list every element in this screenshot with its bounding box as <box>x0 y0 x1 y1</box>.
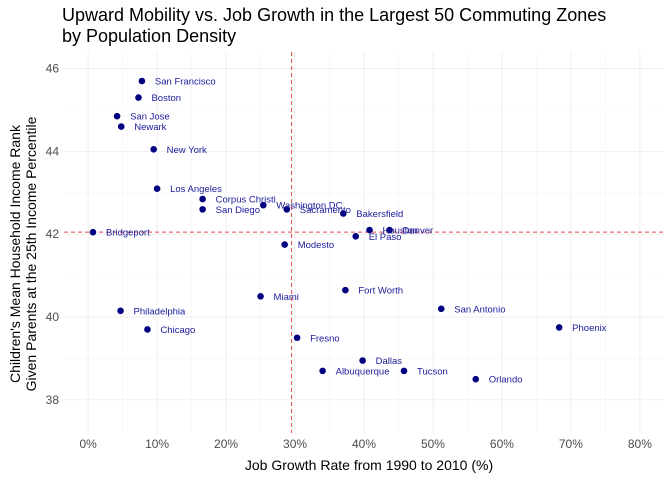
point-label: Modesto <box>298 240 334 251</box>
chart-title-line-1: Upward Mobility vs. Job Growth in the La… <box>62 5 607 25</box>
point-label: Boston <box>151 93 181 104</box>
x-tick-label: 80% <box>628 437 652 451</box>
point-label: San Antonio <box>454 304 505 315</box>
point-label: Albuquerque <box>336 366 390 377</box>
point-label: San Jose <box>130 112 170 123</box>
point-label: Newark <box>134 122 166 133</box>
point-label: New York <box>167 145 207 156</box>
data-point <box>366 226 373 234</box>
y-tick-label: 44 <box>46 144 60 158</box>
point-label: Orlando <box>489 375 523 386</box>
data-point <box>138 77 146 85</box>
point-label: Philadelphia <box>134 306 186 317</box>
point-label: Bakersfield <box>356 209 403 220</box>
data-point <box>89 228 97 236</box>
x-axis-ticks: 0% 10% 20% 30% 40% 50% 60% 70% 80% <box>79 437 652 451</box>
x-tick-label: 0% <box>79 437 97 451</box>
y-tick-label: 38 <box>46 393 60 407</box>
y-axis-title-line-2: Given Parents at the 25th Income Percent… <box>23 116 39 391</box>
point-label: Fort Worth <box>358 286 403 297</box>
data-point <box>555 324 563 331</box>
point-label: Phoenix <box>572 323 607 334</box>
grid-lines <box>64 52 664 433</box>
data-point <box>400 367 408 375</box>
point-label: Washington DC <box>276 201 342 212</box>
point-label: Denver <box>403 226 434 237</box>
data-point <box>199 206 206 213</box>
data-point <box>342 286 349 294</box>
y-tick-label: 40 <box>46 310 60 324</box>
x-tick-label: 20% <box>214 437 238 451</box>
data-points <box>89 77 563 383</box>
data-point <box>135 94 142 101</box>
data-point <box>113 112 121 120</box>
y-tick-label: 42 <box>46 227 60 241</box>
data-point <box>150 146 157 153</box>
data-point <box>199 195 206 203</box>
point-label: Dallas <box>376 356 403 367</box>
x-tick-label: 50% <box>421 437 445 451</box>
data-point <box>352 232 360 240</box>
data-point <box>281 241 288 248</box>
data-point <box>386 226 393 234</box>
data-point <box>260 201 267 209</box>
point-label: El Paso <box>369 232 402 243</box>
data-point <box>437 305 445 313</box>
point-label: Los Angeles <box>170 184 222 195</box>
x-tick-label: 30% <box>283 437 307 451</box>
point-label: Bridgeport <box>106 228 150 239</box>
point-label: Miami <box>274 292 299 303</box>
y-axis-title-line-1: Children's Mean Household Income Rank <box>7 124 23 383</box>
point-label: Sacramento <box>300 205 351 216</box>
point-label: Fresno <box>310 333 340 344</box>
data-point <box>117 307 124 315</box>
point-label: Tucson <box>417 366 448 377</box>
data-point <box>340 210 347 217</box>
point-label: Chicago <box>160 325 195 336</box>
reference-lines <box>64 52 664 433</box>
x-tick-label: 60% <box>490 437 514 451</box>
point-label: San Diego <box>216 205 260 216</box>
data-point <box>472 375 480 383</box>
x-tick-label: 10% <box>145 437 169 451</box>
chart-title: Upward Mobility vs. Job Growth in the La… <box>62 5 662 47</box>
x-axis-title: Job Growth Rate from 1990 to 2010 (%) <box>245 457 493 473</box>
data-point <box>153 185 161 192</box>
y-axis-ticks: 38 40 42 44 46 <box>46 62 60 407</box>
data-point <box>257 293 264 300</box>
x-tick-label: 40% <box>352 437 376 451</box>
data-point <box>144 326 151 333</box>
point-label: Houston <box>383 226 418 237</box>
data-point <box>283 206 291 213</box>
point-label: Corpus Christi <box>216 195 276 206</box>
data-point <box>319 367 326 375</box>
x-tick-label: 70% <box>559 437 583 451</box>
chart-title-line-2: by Population Density <box>62 26 237 46</box>
data-point <box>359 357 366 364</box>
point-label: San Francisco <box>155 76 216 87</box>
data-point <box>293 334 301 342</box>
data-point <box>117 123 125 130</box>
y-tick-label: 46 <box>46 62 60 76</box>
